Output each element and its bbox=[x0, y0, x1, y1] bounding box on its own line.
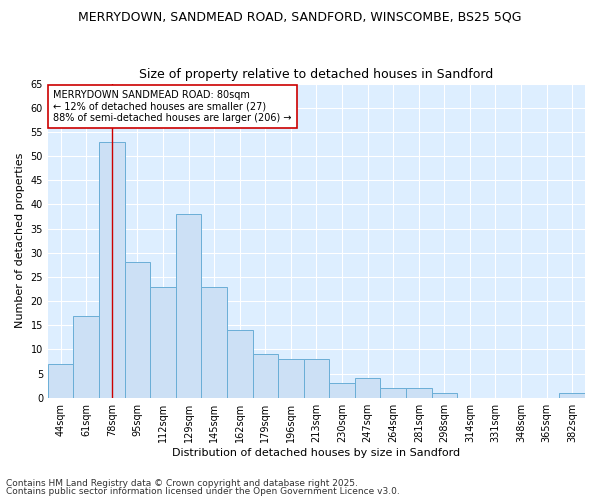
X-axis label: Distribution of detached houses by size in Sandford: Distribution of detached houses by size … bbox=[172, 448, 461, 458]
Bar bbox=[253, 354, 278, 398]
Text: MERRYDOWN, SANDMEAD ROAD, SANDFORD, WINSCOMBE, BS25 5QG: MERRYDOWN, SANDMEAD ROAD, SANDFORD, WINS… bbox=[78, 10, 522, 23]
Bar bbox=[125, 262, 150, 398]
Bar bbox=[406, 388, 431, 398]
Bar bbox=[355, 378, 380, 398]
Bar bbox=[329, 383, 355, 398]
Bar bbox=[48, 364, 73, 398]
Bar bbox=[73, 316, 99, 398]
Text: MERRYDOWN SANDMEAD ROAD: 80sqm
← 12% of detached houses are smaller (27)
88% of : MERRYDOWN SANDMEAD ROAD: 80sqm ← 12% of … bbox=[53, 90, 292, 123]
Bar bbox=[227, 330, 253, 398]
Text: Contains HM Land Registry data © Crown copyright and database right 2025.: Contains HM Land Registry data © Crown c… bbox=[6, 478, 358, 488]
Y-axis label: Number of detached properties: Number of detached properties bbox=[15, 153, 25, 328]
Bar bbox=[431, 393, 457, 398]
Bar bbox=[559, 393, 585, 398]
Bar bbox=[176, 214, 202, 398]
Bar bbox=[304, 359, 329, 398]
Text: Contains public sector information licensed under the Open Government Licence v3: Contains public sector information licen… bbox=[6, 487, 400, 496]
Title: Size of property relative to detached houses in Sandford: Size of property relative to detached ho… bbox=[139, 68, 494, 81]
Bar bbox=[278, 359, 304, 398]
Bar bbox=[150, 286, 176, 398]
Bar bbox=[202, 286, 227, 398]
Bar bbox=[99, 142, 125, 398]
Bar bbox=[380, 388, 406, 398]
